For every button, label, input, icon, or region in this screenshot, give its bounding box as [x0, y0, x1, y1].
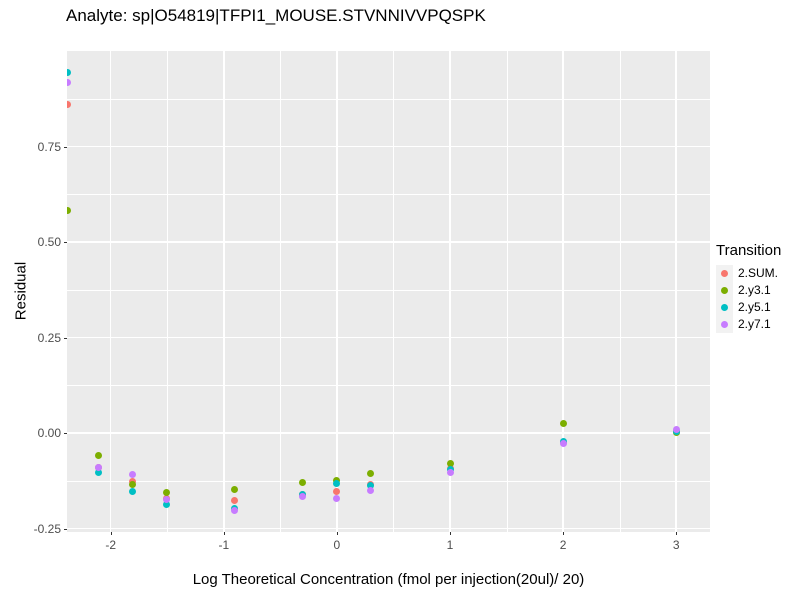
major-gridline-v	[109, 51, 112, 532]
legend-item-2.y7.1: 2.y7.1	[716, 316, 800, 333]
major-gridline-h	[67, 145, 710, 148]
y-tick-label: 0.50	[37, 235, 61, 249]
y-axis-tick	[64, 146, 67, 148]
major-gridline-v	[449, 51, 451, 532]
minor-gridline-v	[393, 51, 395, 532]
x-axis-title: Log Theoretical Concentration (fmol per …	[192, 571, 585, 588]
major-gridline-v	[223, 51, 225, 532]
minor-gridline-h	[67, 289, 710, 291]
legend-title: Transition	[716, 242, 782, 259]
data-point	[129, 481, 137, 489]
data-point	[67, 100, 71, 108]
y-tick-label: -0.25	[33, 521, 61, 536]
legend-items: 2.SUM. 2.y3.1 2.y5.1 2.y7.1	[716, 265, 800, 333]
legend-key	[716, 316, 733, 333]
minor-gridline-h	[67, 480, 710, 482]
major-gridline-h	[67, 241, 710, 243]
legend-key-dot	[721, 321, 728, 328]
legend-key	[716, 282, 733, 299]
legend-key	[716, 299, 733, 316]
data-point	[231, 497, 239, 505]
data-point	[367, 469, 375, 477]
legend-key	[716, 265, 733, 282]
y-axis-title: Residual	[12, 261, 30, 321]
y-axis-tick	[64, 433, 67, 434]
data-point	[299, 493, 307, 501]
legend-item-label: 2.y3.1	[738, 283, 771, 297]
x-axis-tick	[676, 532, 678, 535]
data-point	[446, 459, 454, 467]
plot-panel	[67, 51, 710, 532]
y-axis-tick	[64, 242, 67, 243]
legend-item-label: 2.y5.1	[738, 300, 771, 314]
minor-gridline-h	[67, 385, 710, 386]
x-axis-tick	[336, 532, 338, 535]
legend-item-2.y3.1: 2.y3.1	[716, 282, 800, 299]
x-axis-tick	[450, 532, 451, 535]
data-point	[231, 485, 239, 493]
minor-gridline-v	[619, 51, 621, 532]
legend-key-dot	[721, 287, 728, 294]
x-tick-label: 3	[672, 538, 680, 552]
data-point	[446, 469, 454, 477]
minor-gridline-h	[67, 194, 710, 195]
x-tick-label: -2	[105, 538, 117, 552]
data-point	[333, 494, 341, 502]
major-gridline-v	[675, 51, 677, 532]
data-point	[367, 482, 375, 490]
data-point	[67, 207, 71, 215]
data-point	[67, 68, 71, 76]
major-gridline-v	[562, 51, 564, 532]
y-axis-tick	[64, 528, 67, 530]
minor-gridline-v	[167, 51, 168, 532]
legend-item-2.SUM.: 2.SUM.	[716, 265, 800, 282]
major-gridline-h	[67, 336, 710, 339]
y-tick-label: 0.75	[37, 139, 61, 154]
x-tick-label: 2	[559, 538, 567, 552]
data-point	[95, 468, 103, 476]
major-gridline-v	[336, 51, 338, 532]
data-point	[367, 487, 375, 495]
x-axis-tick	[223, 532, 225, 535]
data-point	[163, 495, 171, 503]
data-point	[559, 439, 567, 447]
legend: Transition 2.SUM. 2.y3.1 2.y5.1 2.y7.1	[716, 242, 800, 333]
data-point	[129, 488, 137, 496]
major-gridline-h	[67, 432, 710, 434]
chart-title: Analyte: sp|O54819|TFPI1_MOUSE.STVNNIVVP…	[66, 6, 486, 25]
minor-gridline-v	[280, 51, 282, 532]
legend-item-label: 2.y7.1	[738, 317, 771, 331]
legend-key-dot	[721, 270, 728, 277]
y-tick-label: 0.00	[37, 426, 61, 440]
major-gridline-h	[67, 527, 710, 530]
data-point	[299, 479, 307, 487]
data-point	[95, 451, 103, 459]
data-point	[95, 463, 103, 471]
minor-gridline-v	[506, 51, 508, 532]
y-tick-label: 0.25	[37, 330, 61, 345]
minor-gridline-h	[67, 98, 710, 100]
data-point	[672, 425, 680, 433]
x-tick-label: 1	[446, 538, 454, 552]
data-point	[129, 470, 137, 478]
data-point	[333, 479, 341, 487]
data-point	[231, 507, 239, 515]
x-tick-label: 0	[333, 538, 341, 552]
legend-item-2.y5.1: 2.y5.1	[716, 299, 800, 316]
y-axis-tick	[64, 337, 67, 339]
data-point	[559, 420, 567, 428]
x-axis-tick	[563, 532, 565, 535]
legend-item-label: 2.SUM.	[738, 266, 779, 280]
x-axis-tick	[110, 532, 112, 535]
data-point	[67, 78, 71, 86]
data-point	[163, 501, 171, 509]
data-point	[163, 488, 171, 496]
x-tick-label: -1	[218, 538, 230, 552]
legend-key-dot	[721, 304, 728, 311]
data-point	[333, 488, 341, 496]
